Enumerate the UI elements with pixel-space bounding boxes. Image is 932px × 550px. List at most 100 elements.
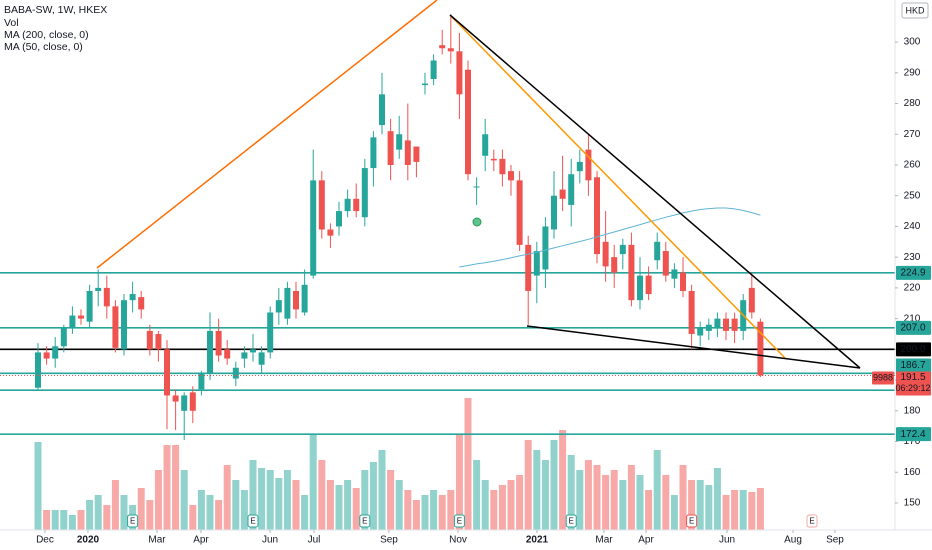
y-tick-label: 160 — [904, 467, 921, 478]
candle-body — [723, 318, 730, 331]
candle-body — [611, 257, 618, 273]
level-label: 207.0 — [900, 322, 925, 333]
symbol-box — [872, 371, 894, 385]
volume-bar — [292, 480, 300, 530]
volume-bar — [146, 500, 154, 530]
volume-bar — [163, 445, 171, 530]
candle-body — [336, 211, 343, 227]
event-marker — [806, 514, 818, 528]
candle-body — [224, 349, 231, 359]
volume-bar — [111, 480, 119, 530]
y-tick-label: 260 — [904, 160, 921, 171]
candle-body — [370, 137, 377, 169]
volume-bar — [352, 488, 360, 530]
volume-bar — [713, 468, 721, 530]
candle-body — [241, 352, 248, 359]
candle-body — [465, 69, 472, 175]
volume-bar — [748, 492, 756, 530]
x-tick-label: Nov — [449, 535, 467, 546]
volume-bar — [593, 465, 601, 530]
currency[interactable]: HKD — [905, 5, 925, 15]
dividend-marker — [472, 217, 482, 227]
volume-bar — [731, 490, 739, 530]
event-label: E — [250, 517, 255, 526]
volume-bar — [636, 475, 644, 530]
volume-bar — [610, 470, 618, 530]
volume-bar — [455, 435, 463, 530]
candle-body — [456, 51, 463, 95]
volume-bar — [739, 490, 747, 530]
volume-bar — [120, 495, 128, 530]
candle-body — [78, 315, 85, 319]
volume-bar — [301, 495, 309, 530]
volume-bar — [404, 490, 412, 530]
volume-bar — [696, 480, 704, 530]
candle-body — [705, 324, 712, 331]
candle-body — [430, 60, 437, 79]
legend: BABA-SW, 1W, HKEX Vol MA (200, close, 0)… — [4, 4, 107, 53]
trend-line — [526, 325, 861, 369]
volume-bar — [60, 510, 68, 530]
candle-body — [525, 244, 532, 291]
x-tick-label: Apr — [193, 535, 209, 546]
candle-body — [327, 229, 334, 236]
candle-body — [310, 180, 317, 276]
last-price: 191.5 — [900, 372, 925, 383]
event-marker — [247, 514, 259, 528]
candle-body — [671, 269, 678, 279]
candle-body — [731, 318, 738, 331]
y-tick-label: 150 — [904, 498, 921, 509]
candle-body — [43, 352, 50, 359]
level-label: 224.9 — [900, 267, 925, 278]
candle-body — [267, 312, 274, 353]
volume-bar — [756, 488, 764, 530]
legend-item: Vol — [4, 17, 19, 29]
level-label-box — [896, 358, 931, 373]
volume-bar — [335, 485, 343, 530]
level-label: 172.4 — [900, 429, 925, 440]
volume-bar — [584, 460, 592, 530]
volume-bar — [653, 450, 661, 530]
y-tick-label: 170 — [904, 436, 921, 447]
y-tick-label: 210 — [904, 313, 921, 324]
volume-bar — [361, 470, 369, 530]
volume-bar — [645, 490, 653, 530]
event-label: E — [457, 517, 462, 526]
candle-body — [628, 244, 635, 301]
candle-body — [387, 131, 394, 165]
candle-body — [413, 146, 420, 162]
countdown: 06:29:12 — [895, 383, 930, 393]
event-marker — [565, 514, 577, 528]
candle-body — [129, 294, 136, 301]
candle-body — [121, 300, 128, 350]
volume-bar — [189, 505, 197, 530]
volume-bar — [232, 480, 240, 530]
volume-bar — [258, 468, 266, 530]
volume-bar — [154, 470, 162, 530]
volume-bar — [283, 470, 291, 530]
volume-bar — [378, 450, 386, 530]
candle-body — [52, 346, 59, 359]
volume-bar — [275, 478, 283, 530]
candle-body — [284, 287, 291, 319]
volume-bar — [369, 462, 377, 530]
volume-bar — [619, 480, 627, 530]
candle-body — [490, 158, 497, 161]
candle-body — [103, 287, 110, 307]
volume-bar — [326, 480, 334, 530]
volume-bar — [576, 470, 584, 530]
candle-body — [318, 180, 325, 230]
candle-body — [447, 48, 454, 52]
volume-bar — [473, 460, 481, 530]
volume-bar — [412, 500, 420, 530]
candle-body — [654, 241, 661, 261]
volume-bar — [498, 485, 506, 530]
candle-body — [533, 251, 540, 276]
candle-body — [680, 272, 687, 291]
volume-bar — [679, 465, 687, 530]
volume-bar — [34, 442, 42, 530]
volume-bar — [516, 475, 524, 530]
volume-bar — [387, 470, 395, 530]
candle-body — [473, 186, 480, 188]
currency-box[interactable] — [901, 2, 929, 19]
